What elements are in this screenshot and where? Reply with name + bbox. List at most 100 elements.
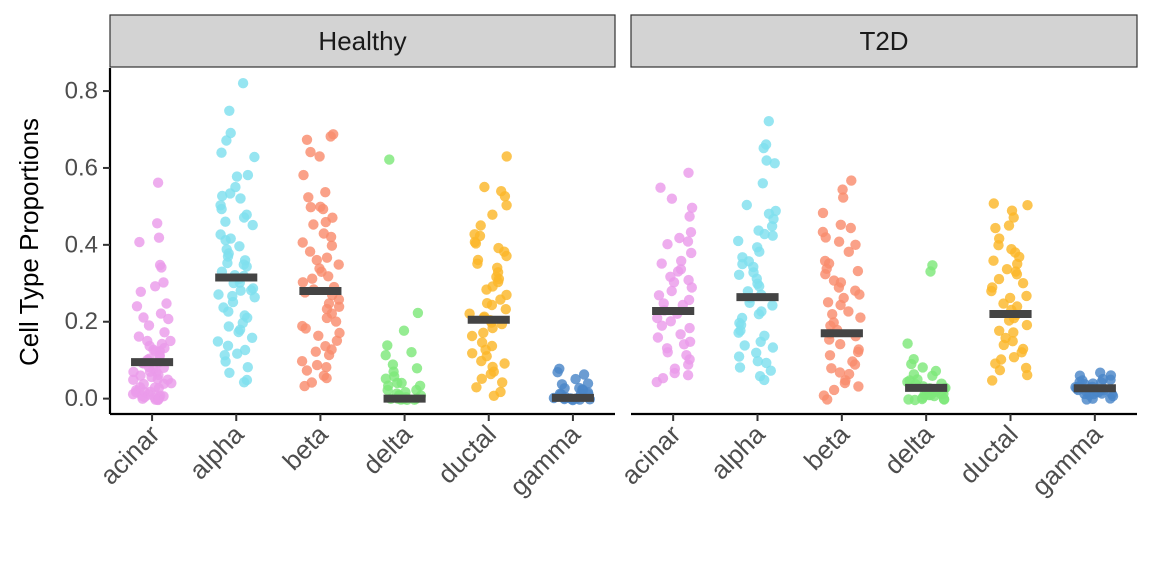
data-point bbox=[470, 238, 482, 249]
data-point bbox=[669, 367, 680, 379]
facet-strip bbox=[630, 14, 1138, 68]
facet-strip-label: Healthy bbox=[318, 26, 406, 56]
data-point bbox=[662, 239, 673, 250]
data-point bbox=[652, 312, 663, 324]
data-point bbox=[303, 192, 314, 203]
data-point bbox=[759, 374, 770, 386]
data-point bbox=[938, 393, 950, 405]
data-point bbox=[323, 349, 335, 361]
data-point bbox=[232, 348, 243, 359]
data-point bbox=[852, 346, 864, 358]
data-point bbox=[998, 298, 1009, 309]
y-tick-label: 0.4 bbox=[65, 231, 98, 258]
data-point bbox=[751, 347, 762, 358]
y-axis-label: Cell Type Proportions bbox=[14, 118, 44, 366]
data-point bbox=[298, 169, 309, 181]
data-point bbox=[143, 320, 155, 331]
data-point bbox=[761, 155, 772, 166]
data-point bbox=[225, 188, 236, 199]
data-point bbox=[239, 344, 251, 356]
data-point bbox=[686, 202, 698, 213]
data-point bbox=[902, 338, 913, 349]
data-point bbox=[835, 299, 846, 311]
data-point bbox=[761, 357, 772, 369]
strip-group-alpha bbox=[212, 78, 260, 388]
data-point bbox=[325, 131, 336, 142]
data-point bbox=[235, 285, 246, 296]
data-point bbox=[1007, 336, 1018, 347]
y-axis: 0.0 0.2 0.4 0.6 0.8 bbox=[65, 68, 112, 414]
x-tick-label: gamma bbox=[504, 419, 587, 502]
facet-strip bbox=[109, 14, 616, 68]
data-point bbox=[767, 230, 778, 241]
data-point bbox=[1021, 319, 1033, 331]
data-point bbox=[313, 330, 324, 341]
data-point bbox=[308, 219, 319, 230]
data-point bbox=[763, 116, 774, 127]
data-point bbox=[487, 209, 498, 220]
x-tick-label: delta bbox=[878, 419, 939, 480]
data-point bbox=[925, 266, 936, 277]
data-point bbox=[149, 392, 160, 403]
data-point bbox=[499, 358, 510, 369]
y-tick-label: 0.8 bbox=[65, 78, 98, 105]
data-point bbox=[133, 331, 145, 342]
data-point bbox=[238, 377, 250, 388]
data-point bbox=[767, 342, 779, 353]
data-point bbox=[321, 372, 332, 384]
x-tick-label: ductal bbox=[953, 419, 1023, 489]
data-point bbox=[212, 336, 224, 347]
data-point bbox=[301, 134, 313, 145]
data-point bbox=[1087, 393, 1098, 404]
data-point bbox=[476, 373, 487, 384]
data-point bbox=[833, 282, 845, 293]
data-point bbox=[826, 363, 837, 374]
data-point bbox=[297, 277, 309, 288]
data-point bbox=[852, 265, 864, 277]
data-point bbox=[242, 362, 253, 373]
data-point bbox=[849, 359, 861, 370]
x-tick-label: beta bbox=[798, 419, 855, 476]
data-point bbox=[906, 358, 917, 370]
data-point bbox=[733, 269, 745, 280]
facet-panel-healthy: Healthy acinar alpha beta delta ductal gamma bbox=[94, 14, 616, 502]
data-point bbox=[686, 247, 697, 259]
data-point bbox=[131, 301, 143, 312]
data-point bbox=[304, 246, 316, 257]
strip-group-delta bbox=[380, 154, 427, 405]
data-point bbox=[467, 348, 478, 359]
data-point bbox=[314, 151, 325, 162]
data-point bbox=[1012, 258, 1023, 270]
data-point bbox=[501, 200, 512, 211]
data-point bbox=[221, 135, 232, 146]
data-point bbox=[466, 330, 478, 342]
data-point bbox=[499, 191, 511, 202]
facet-panel-t2d: T2D acinar alpha beta delta ductal gamma bbox=[615, 14, 1138, 502]
data-point bbox=[235, 193, 246, 204]
data-point bbox=[156, 262, 167, 273]
data-point bbox=[684, 211, 695, 222]
data-point bbox=[1016, 347, 1027, 358]
strip-group-beta bbox=[296, 129, 345, 392]
data-point bbox=[382, 340, 393, 351]
data-point bbox=[1017, 278, 1029, 289]
strip-group-ductal bbox=[464, 151, 512, 401]
data-point bbox=[242, 169, 254, 181]
x-tick-label: ductal bbox=[432, 419, 502, 489]
data-point bbox=[986, 285, 997, 297]
data-point bbox=[672, 266, 684, 277]
data-point bbox=[317, 203, 329, 215]
data-point bbox=[678, 339, 690, 350]
data-point bbox=[998, 339, 1009, 351]
strip-group-delta bbox=[902, 260, 951, 406]
data-point bbox=[769, 158, 780, 169]
data-point bbox=[674, 232, 685, 244]
data-point bbox=[1105, 393, 1116, 404]
data-point bbox=[668, 277, 680, 288]
data-point bbox=[137, 393, 148, 404]
data-point bbox=[213, 289, 224, 300]
data-point bbox=[733, 327, 744, 338]
data-point bbox=[223, 306, 234, 317]
data-point bbox=[165, 335, 176, 347]
